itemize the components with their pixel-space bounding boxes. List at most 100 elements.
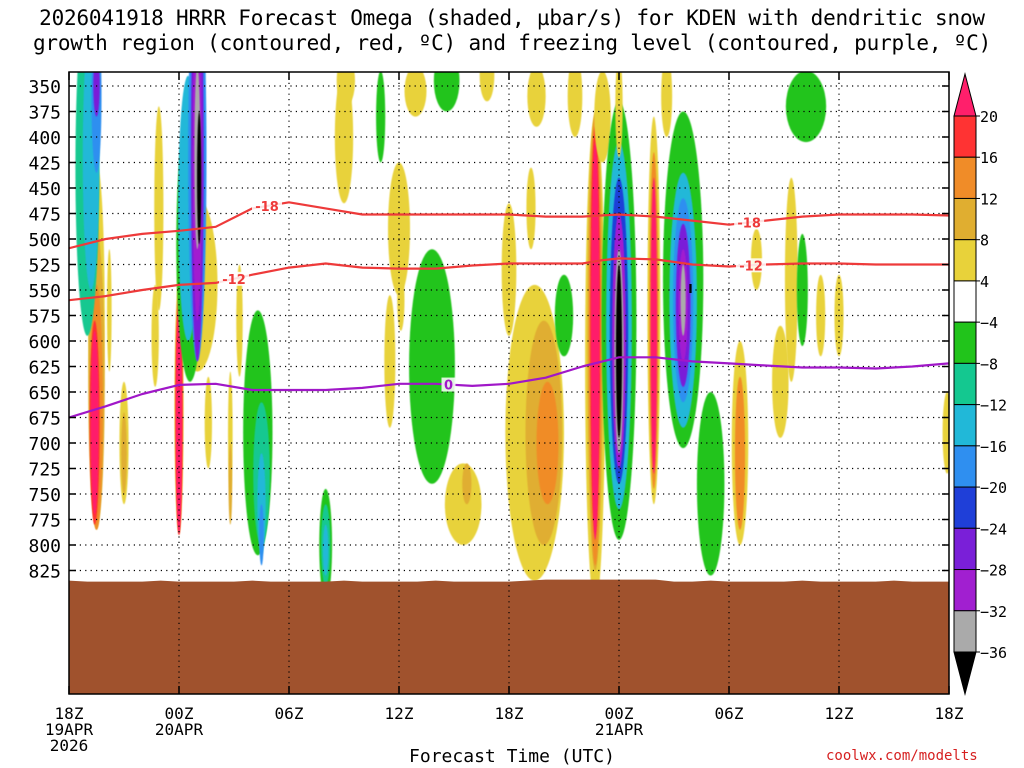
colorbar-box (953, 362, 977, 406)
credit-link[interactable]: coolwx.com/modelts (826, 748, 978, 764)
x-tick-label: 20APR (155, 720, 204, 739)
omega-cell (567, 72, 583, 137)
omega-cell (107, 249, 112, 372)
x-tick-label: 06Z (715, 704, 744, 723)
y-tick-label: 825 (28, 562, 61, 583)
colorbar-label: −20 (980, 479, 1007, 497)
y-tick-label: 650 (28, 383, 61, 404)
colorbar-label: −24 (980, 520, 1007, 538)
omega-cell (661, 72, 673, 137)
omega-cell (696, 392, 725, 576)
contour-label-gap (734, 215, 765, 230)
grid-lines (69, 72, 949, 694)
colorbar-label: 20 (980, 108, 998, 126)
omega-cell (376, 72, 386, 163)
pressure-axis: 350 375 400 425 450 475 500 525 550 575 600 625 650 6… (28, 77, 949, 583)
temperature-contours: -18 -18 -12 -12 0 I (69, 198, 949, 419)
omega-cell (479, 72, 495, 102)
colorbar-box (953, 486, 977, 529)
omega-cell (796, 233, 808, 347)
y-tick-label: 425 (28, 154, 61, 175)
colorbar-label: −8 (980, 355, 998, 373)
y-tick-label: 625 (28, 358, 61, 379)
colorbar-label: −16 (980, 438, 1007, 456)
contour-label: 0 (444, 379, 453, 394)
omega-cell (336, 72, 355, 107)
omega-cell (536, 381, 559, 505)
omega-cell (772, 325, 789, 438)
omega-cell (554, 274, 574, 357)
omega-cell (151, 284, 159, 387)
contour-line (69, 201, 949, 250)
omega-cell (259, 504, 264, 566)
x-axis-title: Forecast Time (UTC) (409, 746, 615, 767)
colorbar-label: 4 (980, 273, 989, 291)
colorbar-label: 8 (980, 232, 989, 250)
omega-cell (409, 249, 455, 484)
contour-label-gap (219, 271, 249, 286)
omega-cell (121, 412, 127, 495)
colorbar-label: −32 (980, 603, 1007, 621)
omega-cell (236, 264, 243, 377)
x-tick-label: 18Z (495, 704, 524, 723)
omega-cell (615, 72, 623, 158)
colorbar-box (953, 527, 977, 571)
y-tick-label: 350 (28, 77, 61, 98)
x-tick-label: 18Z (55, 704, 84, 723)
y-tick-label: 725 (28, 460, 61, 481)
omega-cell (650, 177, 658, 474)
terrain-band (69, 579, 949, 694)
colorbar-box (953, 445, 977, 488)
contour-label: -18 (737, 216, 761, 231)
omega-cell (526, 167, 536, 250)
y-tick-label: 375 (28, 103, 61, 124)
omega-cell (785, 72, 827, 143)
contour-label: -12 (222, 273, 246, 288)
omega-cell (154, 106, 164, 311)
contour-label: -18 (255, 200, 279, 215)
omega-cell (404, 72, 427, 117)
omega-cell (784, 177, 798, 382)
chart-title: 2026041918 HRRR Forecast Omega (shaded, … (0, 6, 1024, 56)
colorbar-box (953, 197, 977, 241)
y-tick-label: 800 (28, 536, 61, 557)
omega-cell (527, 72, 546, 127)
x-tick-label: 06Z (275, 704, 304, 723)
contour-label-gap (252, 198, 282, 213)
omega-cell (501, 203, 517, 336)
y-tick-label: 775 (28, 511, 61, 532)
y-tick-label: 500 (28, 230, 61, 251)
y-tick-label: 675 (28, 409, 61, 430)
y-tick-label: 400 (28, 128, 61, 149)
omega-cell (93, 72, 100, 117)
colorbar-bottom-triangle (953, 651, 977, 696)
colorbar-top-triangle (953, 72, 977, 117)
contour-label: -12 (739, 259, 763, 274)
contour-label-gap (736, 258, 766, 273)
omega-cell (591, 142, 600, 540)
colorbar-box (953, 115, 977, 158)
omega-cell (615, 264, 623, 438)
chart-title-line-2: growth region (contoured, red, ºC) and f… (32, 31, 992, 55)
contour-line (69, 356, 949, 419)
omega-colorbar: 20 16 12 8 4 −4 −8 −12 −16 −20 −24 −28 −32 −36 (953, 72, 1007, 696)
omega-cell (444, 463, 482, 545)
colorbar-label: −36 (980, 644, 1007, 662)
x-tick-label: 00Z (605, 704, 634, 723)
x-tick-label: 12Z (385, 704, 414, 723)
omega-cell (594, 72, 611, 163)
omega-cell (384, 295, 396, 428)
x-tick-label: 2026 (50, 736, 89, 755)
x-tick-label: 12Z (825, 704, 854, 723)
omega-cell (204, 376, 212, 469)
y-tick-label: 600 (28, 332, 61, 353)
colorbar-box (953, 280, 977, 323)
omega-cell (433, 72, 460, 112)
contour-label: I (688, 282, 692, 296)
omega-cell (228, 443, 233, 525)
x-tick-label: 18Z (935, 704, 964, 723)
colorbar-box (953, 239, 977, 282)
omega-cell (942, 392, 949, 474)
